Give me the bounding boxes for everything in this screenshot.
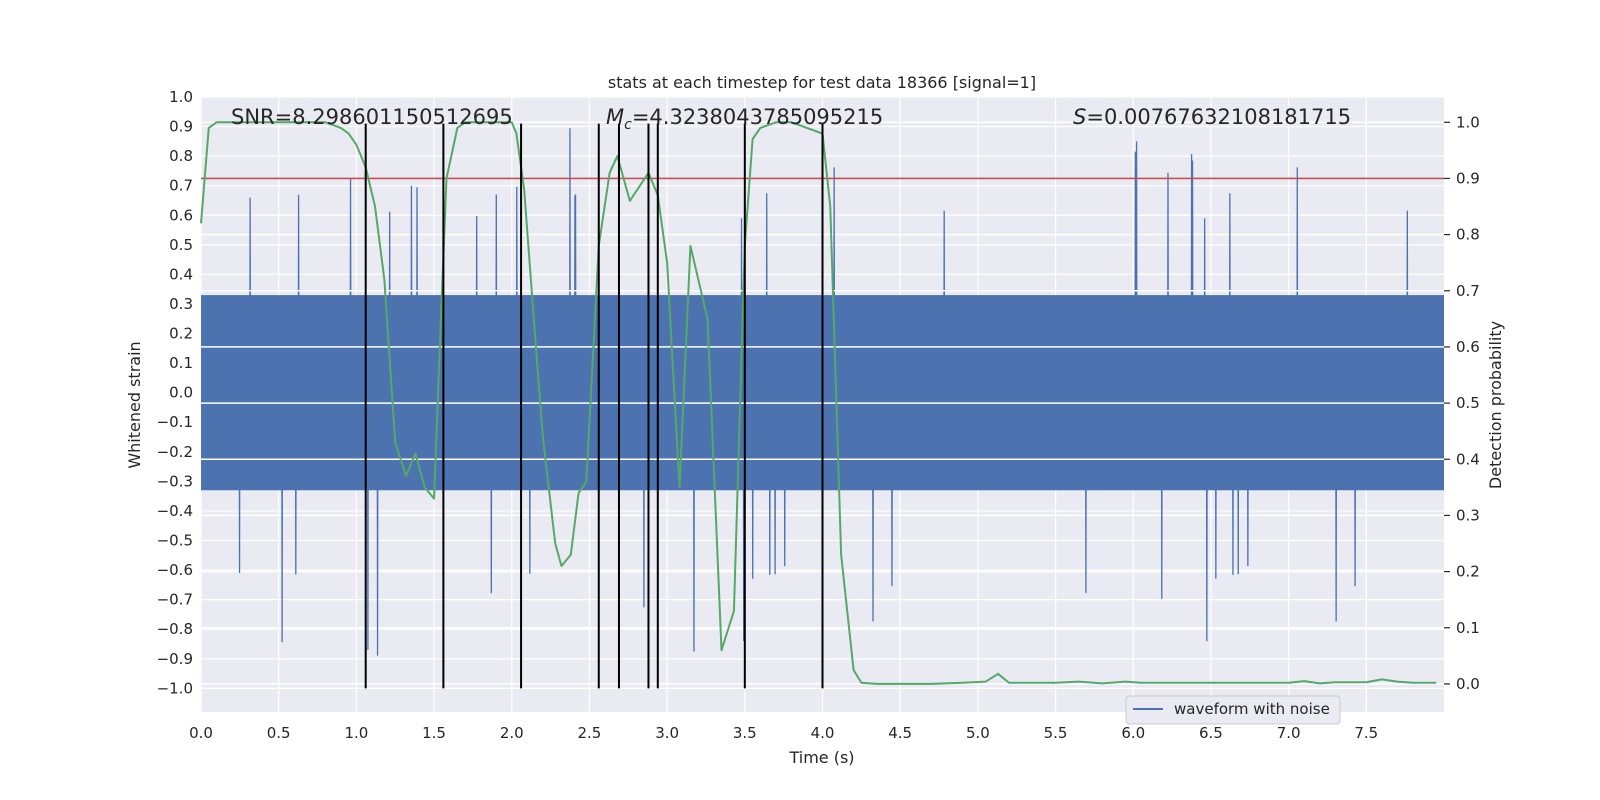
y-right-tick-label: 0.7: [1456, 282, 1480, 300]
y-left-tick-label: −0.1: [157, 413, 193, 431]
y-left-tick-label: 0.1: [169, 354, 193, 372]
y-left-tick-label: −0.8: [157, 620, 193, 638]
x-tick-label: 4.5: [888, 724, 912, 742]
chirp-mass-subscript: c: [624, 117, 632, 133]
y-left-tick-label: −0.2: [157, 443, 193, 461]
y-left-tick-label: −0.4: [157, 502, 193, 520]
x-axis-title: Time (s): [788, 748, 854, 767]
x-tick-label: 2.0: [500, 724, 524, 742]
x-tick-label: 6.5: [1199, 724, 1223, 742]
y-left-tick-label: 0.0: [169, 384, 193, 402]
y-left-tick-label: 0.3: [169, 295, 193, 313]
y-left-tick-label: 0.2: [169, 325, 193, 343]
x-axis-ticks: 0.0 0.5 1.0 1.5 2.0 2.5 3.0 3.5 4.0 4.5 5.0 5.5 6.0 6…: [189, 724, 1378, 742]
vertical-markers: [364, 123, 824, 689]
y-left-tick-label: −0.6: [157, 561, 193, 579]
y-left-tick-label: 0.8: [169, 147, 193, 165]
x-tick-label: 6.0: [1121, 724, 1145, 742]
y-left-tick-label: 0.4: [169, 265, 193, 283]
y-right-tick-label: 1.0: [1456, 113, 1480, 131]
y-left-tick-label: 0.7: [169, 177, 193, 195]
y-right-axis-title: Detection probability: [1486, 321, 1505, 489]
spin-annotation: S=0.00767632108181715: [1073, 105, 1351, 129]
chirp-mass-value: =4.3238043785095215: [632, 105, 883, 129]
x-tick-label: 4.0: [811, 724, 835, 742]
x-tick-label: 0.0: [189, 724, 213, 742]
y-right-tick-label: 0.9: [1456, 169, 1480, 187]
legend-box: [1125, 695, 1341, 725]
y-right-tick-label: 0.1: [1456, 619, 1480, 637]
y-right-tick-label: 0.4: [1456, 450, 1480, 468]
y-left-tick-label: 0.9: [169, 118, 193, 136]
legend-label-waveform: waveform with noise: [1174, 700, 1330, 718]
x-tick-label: 7.0: [1277, 724, 1301, 742]
x-tick-label: 2.5: [578, 724, 602, 742]
y-left-axis-title: Whitened strain: [125, 341, 144, 468]
x-tick-label: 3.0: [655, 724, 679, 742]
x-tick-label: 7.5: [1354, 724, 1378, 742]
y-left-tick-label: −0.3: [157, 472, 193, 490]
y-left-tick-label: 0.5: [169, 236, 193, 254]
detection-probability-series: [200, 121, 1437, 685]
spin-value: =0.00767632108181715: [1086, 105, 1351, 129]
y-right-tick-label: 0.8: [1456, 226, 1480, 244]
y-right-tick-label: 0.3: [1456, 506, 1480, 524]
y-right-tick-label: 0.2: [1456, 563, 1480, 581]
y-right-tick-label: 0.6: [1456, 338, 1480, 356]
chirp-mass-annotation: Mc=4.3238043785095215: [606, 105, 883, 133]
y-right-tick-label: 0.0: [1456, 675, 1480, 693]
y-left-tick-label: −0.9: [157, 650, 193, 668]
snr-annotation: SNR=8.298601150512695: [231, 105, 513, 129]
chart-title: stats at each timestep for test data 183…: [608, 73, 1036, 92]
chirp-mass-symbol: M: [606, 105, 624, 129]
legend: waveform with noise: [1125, 695, 1341, 725]
spin-symbol: S: [1073, 105, 1086, 129]
x-tick-label: 0.5: [267, 724, 291, 742]
probability-line: [200, 121, 1437, 685]
y-left-axis-ticks: 1.0 0.9 0.8 0.7 0.6 0.5 0.4 0.3 0.2 0.1 0.0 −0.1 −0.…: [157, 88, 193, 697]
y-left-tick-label: −0.7: [157, 591, 193, 609]
x-tick-label: 1.5: [422, 724, 446, 742]
y-left-tick-label: −1.0: [157, 679, 193, 697]
x-tick-label: 5.0: [966, 724, 990, 742]
x-tick-label: 1.0: [344, 724, 368, 742]
x-tick-label: 3.5: [733, 724, 757, 742]
y-right-axis-ticks: 1.0 0.9 0.8 0.7 0.6 0.5 0.4 0.3 0.2 0.1 0.0: [1444, 113, 1480, 693]
y-left-tick-label: −0.5: [157, 532, 193, 550]
y-left-tick-label: 1.0: [169, 88, 193, 106]
y-right-tick-label: 0.5: [1456, 394, 1480, 412]
y-left-tick-label: 0.6: [169, 206, 193, 224]
x-tick-label: 5.5: [1044, 724, 1068, 742]
